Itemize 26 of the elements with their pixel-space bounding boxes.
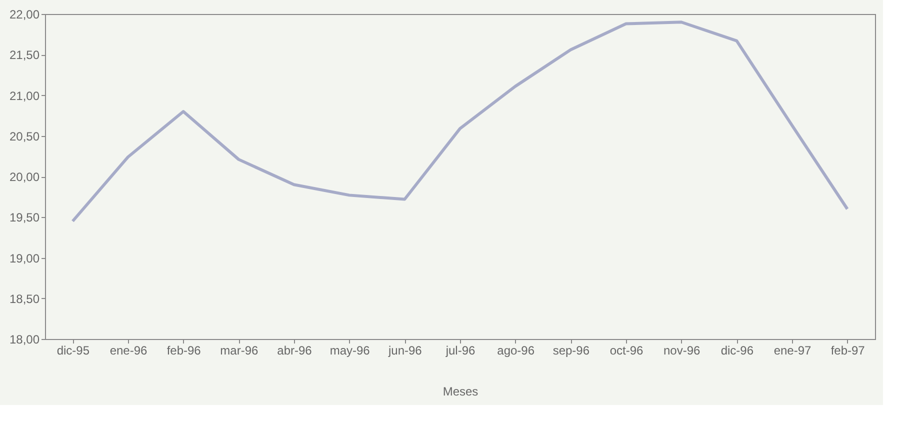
line-series xyxy=(71,20,849,223)
x-tick-label: dic-95 xyxy=(56,344,90,358)
y-tick-label: 21,00 xyxy=(9,88,40,103)
y-tick-label: 22,00 xyxy=(9,8,40,22)
x-tick-label: ene-97 xyxy=(774,344,812,358)
x-tick-label: ago-96 xyxy=(497,344,535,358)
y-tick-label: 21,50 xyxy=(9,48,40,62)
x-axis-title: Meses xyxy=(442,384,478,398)
y-tick-label: 20,50 xyxy=(9,129,40,144)
y-tick-label: 18,50 xyxy=(9,292,40,306)
x-tick-label: feb-97 xyxy=(830,344,866,358)
x-tick-label: jul-96 xyxy=(444,344,476,358)
x-tick-label: abr-96 xyxy=(277,344,312,358)
x-tick-label: feb-96 xyxy=(166,344,202,358)
x-tick-label: mar-96 xyxy=(220,344,258,358)
x-tick-label: ene-96 xyxy=(110,344,148,358)
x-tick-label: dic-96 xyxy=(720,344,754,358)
x-tick-label: jun-96 xyxy=(387,344,422,358)
x-tick-label: nov-96 xyxy=(663,344,700,358)
y-tick-label: 19,50 xyxy=(9,210,40,225)
x-tick-label: sep-96 xyxy=(552,344,590,358)
x-tick-label: may-96 xyxy=(330,344,370,358)
x-tick-label: oct-96 xyxy=(610,344,644,358)
y-tick-label: 18,00 xyxy=(9,332,40,346)
y-tick-label: 20,00 xyxy=(9,170,40,184)
y-tick-label: 19,00 xyxy=(9,251,40,266)
